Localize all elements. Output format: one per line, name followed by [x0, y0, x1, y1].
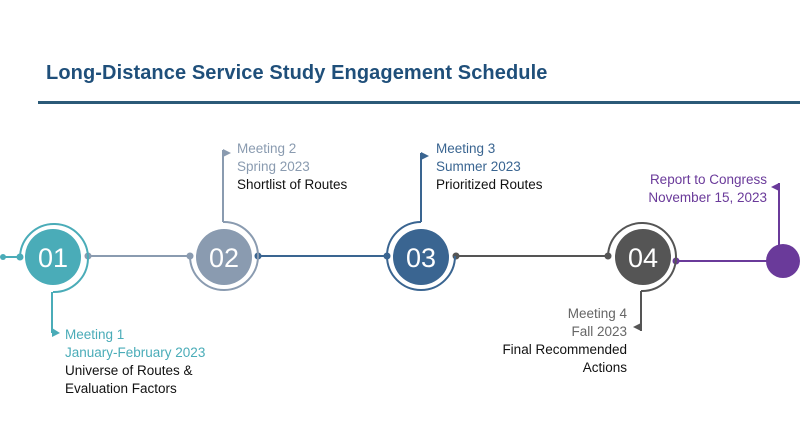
- meeting-date: Summer 2023: [436, 159, 521, 174]
- page-title: Long-Distance Service Study Engagement S…: [46, 62, 548, 84]
- flag-arrow-icon: [421, 152, 429, 160]
- milestone-04: 04 Meeting 4 Fall 2023 Final Recommended…: [502, 222, 677, 375]
- meeting-description: Final Recommended: [502, 342, 627, 357]
- milestone-ring: [607, 222, 677, 293]
- milestone-circle: [196, 229, 252, 285]
- meeting-label: Meeting 2: [237, 141, 296, 156]
- meeting-label: Meeting 3: [436, 141, 495, 156]
- milestone-03: 03 Meeting 3 Summer 2023 Prioritized Rou…: [386, 141, 543, 291]
- final-circle: [766, 244, 800, 278]
- connector-dot: [0, 254, 6, 260]
- milestone-circle: [615, 229, 671, 285]
- milestone-number: 02: [209, 243, 239, 273]
- meeting-description: Evaluation Factors: [65, 381, 177, 396]
- milestone-ring: [189, 220, 259, 291]
- final-label: Report to Congress: [650, 172, 767, 187]
- meeting-description: Actions: [583, 360, 628, 375]
- milestone-02: 02 Meeting 2 Spring 2023 Shortlist of Ro…: [189, 141, 348, 291]
- meeting-label: Meeting 4: [568, 306, 628, 321]
- milestone-number: 03: [406, 243, 436, 273]
- milestone-number: 04: [628, 243, 658, 273]
- milestone-ring: [19, 223, 89, 294]
- flag-arrow-icon: [633, 323, 641, 331]
- meeting-date: Fall 2023: [571, 324, 627, 339]
- milestone-circle: [25, 229, 81, 285]
- milestone-ring: [386, 221, 456, 291]
- meeting-description: Universe of Routes &: [65, 363, 193, 378]
- flag-arrow-icon: [771, 183, 779, 191]
- meeting-description: Prioritized Routes: [436, 177, 543, 192]
- title-divider: [38, 101, 800, 104]
- milestone-01: 01 Meeting 1 January-February 2023 Unive…: [19, 223, 205, 396]
- meeting-date: Spring 2023: [237, 159, 310, 174]
- flag-arrow-icon: [223, 149, 231, 157]
- milestone-number: 01: [38, 243, 68, 273]
- flag-arrow-icon: [52, 328, 60, 337]
- milestone-report-to-congress: Report to Congress November 15, 2023: [648, 172, 800, 278]
- meeting-date: January-February 2023: [65, 345, 205, 360]
- meeting-description: Shortlist of Routes: [237, 177, 348, 192]
- final-date: November 15, 2023: [648, 190, 767, 205]
- meeting-label: Meeting 1: [65, 327, 124, 342]
- milestone-circle: [393, 229, 449, 285]
